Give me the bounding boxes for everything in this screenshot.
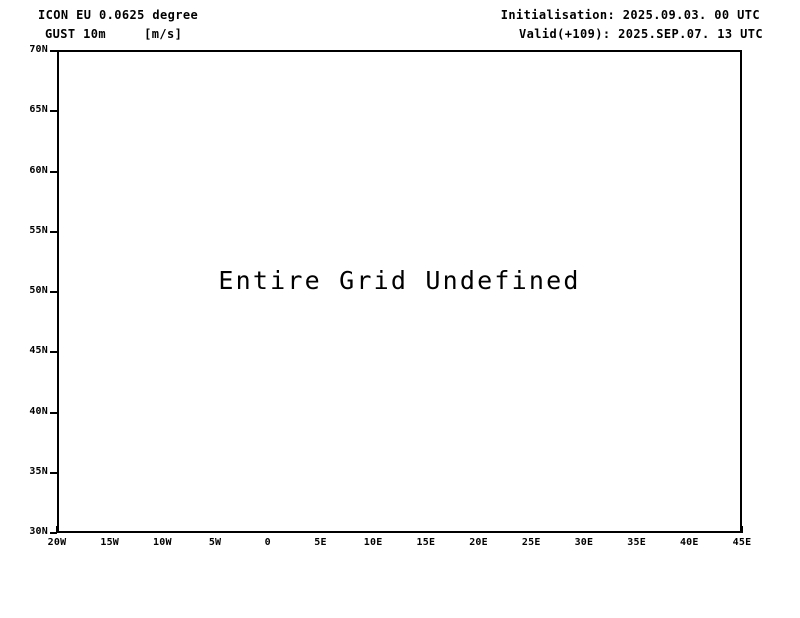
x-tick-mark bbox=[741, 526, 743, 533]
x-tick-label: 20W bbox=[47, 537, 67, 548]
y-tick-mark bbox=[50, 471, 57, 474]
x-tick-label: 15E bbox=[416, 537, 436, 548]
y-tick-label: 50N bbox=[29, 285, 48, 296]
x-tick-label: 10W bbox=[153, 537, 172, 548]
y-tick-mark bbox=[50, 291, 57, 293]
y-tick-mark bbox=[50, 50, 57, 52]
y-tick-label: 65N bbox=[29, 104, 48, 116]
y-tick-label: 35N bbox=[29, 465, 48, 477]
x-tick-label: 35E bbox=[627, 537, 646, 548]
x-tick-label: 5E bbox=[314, 537, 327, 548]
x-tick-label: 25E bbox=[521, 537, 541, 548]
y-tick-label: 70N bbox=[29, 44, 48, 55]
y-tick-label: 40N bbox=[29, 405, 48, 417]
x-tick-label: 40E bbox=[679, 537, 699, 548]
field-units-label: GUST 10m [m/s] bbox=[45, 27, 183, 41]
y-tick-mark bbox=[50, 170, 57, 173]
x-tick-label: 45E bbox=[732, 537, 752, 548]
y-tick-label: 45N bbox=[29, 345, 48, 357]
plot-frame: Entire Grid Undefined bbox=[57, 50, 742, 533]
y-tick-mark bbox=[50, 532, 57, 534]
x-tick-label: 0 bbox=[264, 537, 271, 548]
initialisation-label: Initialisation: 2025.09.03. 00 UTC bbox=[500, 8, 760, 22]
x-tick-label: 20E bbox=[469, 537, 488, 548]
x-tick-label: 10E bbox=[363, 537, 383, 548]
x-tick-label: 30E bbox=[574, 537, 594, 548]
valid-time-label: Valid(+109): 2025.SEP.07. 13 UTC bbox=[519, 27, 763, 41]
y-tick-label: 30N bbox=[29, 526, 48, 537]
x-tick-label: 15W bbox=[100, 537, 120, 548]
y-tick-mark bbox=[50, 110, 57, 113]
y-tick-mark bbox=[50, 411, 57, 414]
model-title: ICON EU 0.0625 degree bbox=[38, 8, 199, 22]
entire-grid-undefined-message: Entire Grid Undefined bbox=[218, 266, 581, 295]
y-tick-label: 60N bbox=[29, 164, 48, 176]
y-tick-mark bbox=[50, 351, 57, 354]
x-tick-label: 5W bbox=[208, 537, 222, 548]
y-tick-mark bbox=[50, 230, 57, 233]
y-tick-label: 55N bbox=[29, 224, 48, 236]
